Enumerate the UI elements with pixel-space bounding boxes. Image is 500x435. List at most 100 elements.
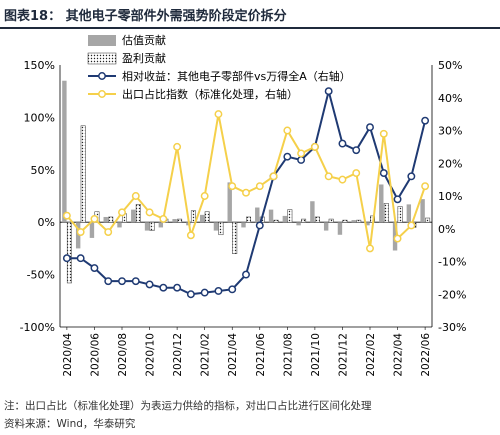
x-tick-label: 2020/04 [62,333,74,377]
valuation-bar [75,222,81,249]
relative-return-point [255,221,264,230]
relative-return-point [283,152,292,161]
legend-earnings-swatch [87,52,117,65]
earnings-bar [80,125,86,223]
valuation-bar [420,199,425,223]
right-tick-label: -20% [438,288,466,301]
x-tick-label: 2020/06 [89,333,101,377]
export-share-point [407,221,416,230]
earnings-bar [218,221,224,236]
relative-return-point [379,169,388,178]
left-tick-label: -50% [27,269,55,282]
x-tick-label: 2022/04 [393,333,405,377]
legend-export-share-label: 出口占比指数（标准化处理，右轴） [122,87,298,101]
relative-return-point [200,288,209,297]
relative-return-point [407,172,416,181]
left-tick-label: 50% [31,164,55,177]
source-note: 资料来源：Wind，华泰研究 [4,418,136,430]
export-share-point [324,172,333,181]
x-tick-label: 2021/12 [337,333,349,377]
valuation-bar [199,214,205,223]
export-share-point [76,228,85,236]
x-tick-label: 2022/02 [365,333,377,377]
valuation-bar [103,216,108,223]
x-tick-label: 2021/06 [255,333,267,377]
valuation-bar [337,222,343,235]
relative-return-point [186,290,195,299]
earnings-bar [190,210,196,223]
left-tick-label: 100% [24,111,55,124]
relative-return-point [173,283,182,292]
export-share-point [159,214,168,223]
export-share-point [269,172,278,181]
export-share-point [310,142,319,151]
relative-return-point [62,254,71,263]
export-share-point [104,228,113,236]
export-share-point [352,169,361,178]
figure-title: 图表18： 其他电子零部件外需强势阶段定价拆分 [4,9,287,24]
export-share-point [421,182,430,191]
valuation-bar [172,219,177,223]
export-share-point [255,182,264,191]
valuation-bar [158,222,164,228]
valuation-bar [117,222,122,228]
earnings-bar [328,218,334,223]
export-share-point [242,188,250,197]
relative-return-point [421,116,430,125]
valuation-bar [310,201,315,223]
left-tick-label: 0% [38,216,55,229]
title-divider [0,27,500,29]
x-tick-label: 2020/12 [172,333,184,377]
chart-area: -100% -50% 0% 50% 100% 150% -30% -20% -10% 0% 10% 2… [20,33,467,377]
earnings-bar [149,221,155,231]
valuation-bar [227,182,232,223]
valuation-bar [62,80,67,223]
valuation-bar [351,220,356,223]
export-share-point [393,234,402,243]
legend-relative-return-label: 相对收益：其他电子零部件vs万得全A（右轴） [122,69,351,83]
valuation-bar [131,209,136,223]
right-tick-label: 50% [438,59,462,72]
valuation-bar [89,222,95,238]
x-tick-label: 2022/06 [420,333,432,377]
relative-return-point [338,139,347,148]
legend-valuation-swatch [88,35,116,46]
earnings-bar [301,218,307,223]
export-share-point [283,126,292,135]
export-share-point [90,214,99,223]
valuation-bar [241,222,246,228]
right-tick-label: -10% [438,256,466,269]
x-tick-label: 2020/08 [117,333,129,377]
legend-relative-return-marker [98,72,106,80]
earnings-bar [135,204,141,223]
earnings-bar [397,206,403,223]
earnings-bar [287,209,293,223]
export-share-point [186,231,195,240]
relative-return-point [214,287,223,295]
relative-return-point [145,280,154,289]
legend-export-share-marker [98,90,106,98]
earnings-bar [66,221,72,284]
relative-return-point [297,156,306,164]
earnings-bar [177,218,183,223]
relative-return-point [366,123,374,132]
valuation-bar [282,215,288,223]
left-tick-label: 150% [24,59,55,72]
x-tick-label: 2020/10 [145,333,157,377]
export-share-point [145,208,154,217]
x-tick-label: 2021/02 [200,333,212,377]
earnings-bar [246,216,251,223]
earnings-bar [273,219,279,223]
export-share-point [131,192,140,200]
right-tick-label: 30% [438,125,462,138]
relative-return-point [159,283,168,292]
relative-return-point [228,285,237,294]
export-share-point [228,182,237,191]
footnote: 注：出口占比（标准化处理）为表运力供给的指标，对出口占比进行区间化处理 [4,400,372,412]
export-share-point [173,142,182,151]
earnings-bar [383,203,389,223]
earnings-bar [425,217,431,223]
right-tick-label: 20% [438,157,462,170]
earnings-bar [108,216,114,223]
valuation-bar [323,222,329,231]
